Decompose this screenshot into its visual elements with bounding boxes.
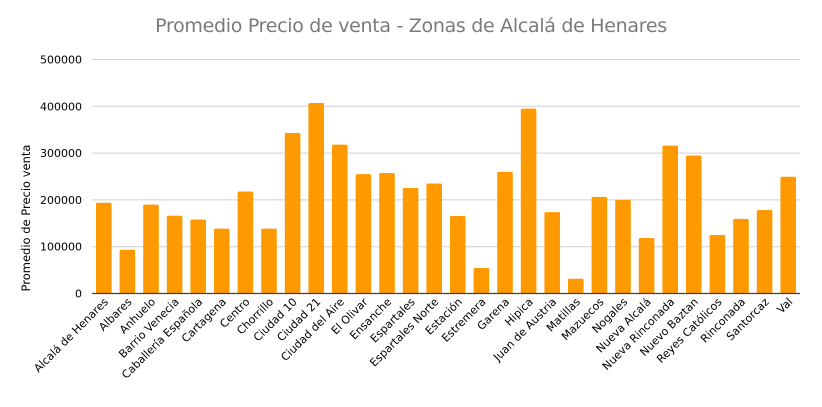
bar <box>332 144 348 294</box>
bar <box>190 219 206 294</box>
bar <box>638 238 655 294</box>
x-tick-label: Alcalá de Henares <box>31 295 111 375</box>
bar <box>308 103 324 294</box>
y-axis-title: Promedio de Precio venta <box>19 144 33 292</box>
y-tick-label: 400000 <box>40 100 82 113</box>
bar <box>568 278 584 294</box>
bar <box>473 267 490 294</box>
bar <box>544 212 560 294</box>
bar <box>450 216 466 294</box>
bar <box>237 191 254 294</box>
y-tick-label: 200000 <box>40 194 82 207</box>
y-tick-label: 0 <box>75 288 82 301</box>
bar <box>402 187 419 294</box>
bar <box>497 171 513 294</box>
bar <box>756 209 773 294</box>
bar <box>426 183 442 294</box>
y-tick-label: 100000 <box>40 241 82 254</box>
bar <box>143 204 159 294</box>
bar <box>520 108 537 294</box>
y-tick-label: 300000 <box>40 147 82 160</box>
bar <box>686 155 702 294</box>
bar <box>261 228 277 294</box>
bar <box>355 174 372 294</box>
chart-title: Promedio Precio de venta - Zonas de Alca… <box>155 15 667 37</box>
bar <box>166 215 183 294</box>
bar <box>96 202 112 294</box>
bar <box>662 145 678 294</box>
bar <box>214 228 230 294</box>
bar <box>733 218 749 294</box>
bar <box>284 132 301 294</box>
bar <box>119 249 136 294</box>
bar <box>379 172 395 294</box>
x-tick-label: Val <box>774 295 795 316</box>
bar <box>615 199 631 294</box>
y-tick-label: 500000 <box>40 54 82 67</box>
bar <box>591 196 608 294</box>
bar <box>780 176 796 294</box>
bar <box>709 235 726 294</box>
